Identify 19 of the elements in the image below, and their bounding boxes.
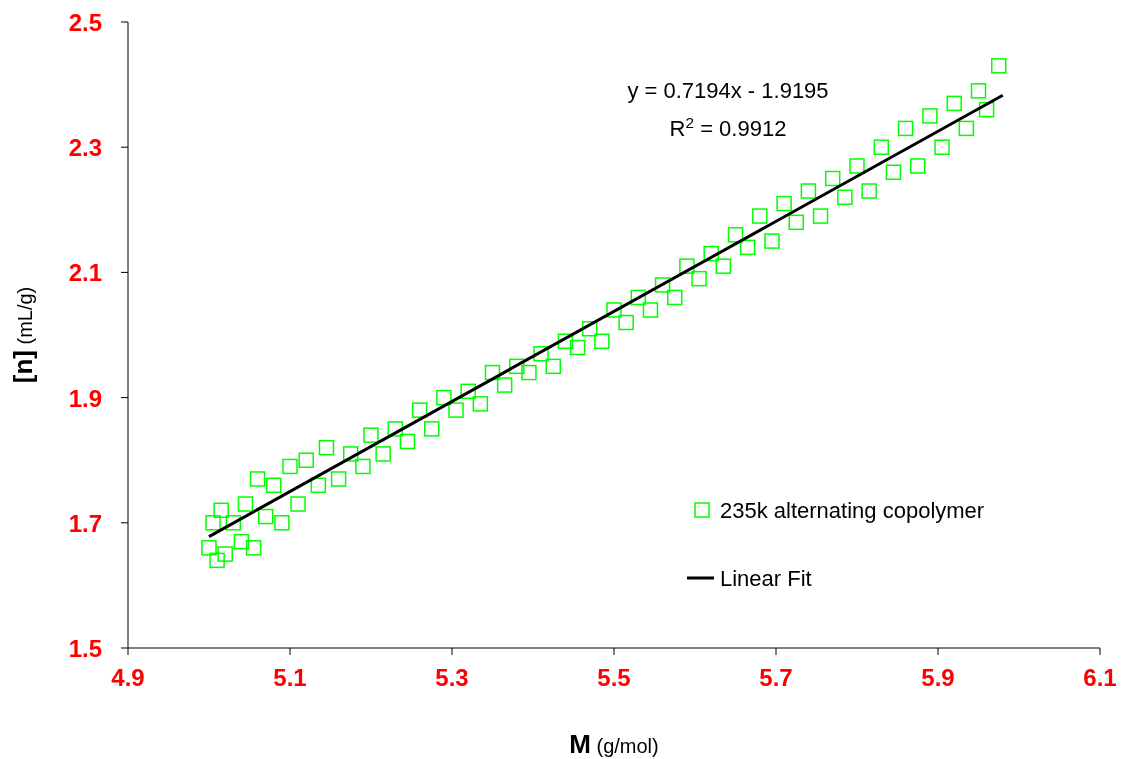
y-tick-label: 1.5 bbox=[68, 635, 102, 662]
x-tick-label: 5.7 bbox=[759, 664, 793, 691]
y-tick-label: 1.7 bbox=[68, 509, 102, 537]
x-tick-label: 5.5 bbox=[597, 664, 631, 691]
y-tick-label: 2.1 bbox=[68, 259, 102, 287]
y-tick-label: 1.9 bbox=[68, 384, 102, 412]
annotation: R$^{2}$ = 0.9912 bbox=[669, 113, 787, 141]
annotation: y = 0.7194x - 1.9195 bbox=[627, 78, 829, 103]
y-tick-label: 2.3 bbox=[68, 134, 102, 162]
x-tick-label: 4.9 bbox=[111, 664, 145, 691]
y-axis-title: [n] (mL/g) bbox=[8, 286, 38, 384]
x-axis-title: M (g/mol) bbox=[569, 729, 659, 759]
legend-label: 235k alternating copolymer bbox=[720, 498, 985, 523]
x-tick-label: 5.1 bbox=[273, 664, 307, 691]
x-tick-label: 5.9 bbox=[921, 664, 955, 691]
x-tick-label: 6.1 bbox=[1083, 664, 1117, 691]
legend-label: Linear Fit bbox=[720, 566, 812, 591]
y-tick-label: 2.5 bbox=[68, 9, 102, 36]
x-tick-label: 5.3 bbox=[435, 664, 469, 691]
